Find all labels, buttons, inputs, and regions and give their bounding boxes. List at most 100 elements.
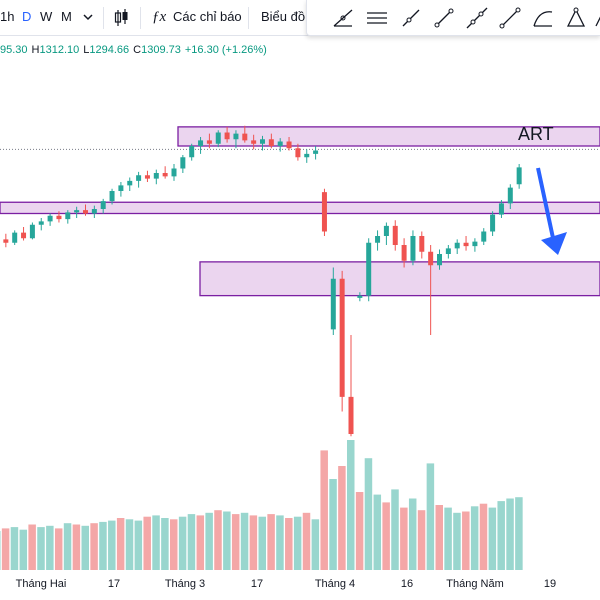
line-icon[interactable] — [432, 6, 456, 30]
volume-bar — [462, 511, 470, 570]
time-axis: Tháng Hai 17 Tháng 3 17 Tháng 4 16 Tháng… — [0, 572, 600, 600]
candle-body — [463, 242, 469, 247]
chart-type-button[interactable]: Biểu đồ — [261, 9, 306, 24]
candle-body — [366, 242, 372, 296]
volume-bar — [108, 520, 116, 570]
volume-bar — [311, 519, 320, 570]
candle-body — [339, 278, 345, 397]
volume-bar — [276, 515, 284, 570]
volume-bar — [143, 516, 151, 570]
candle-body — [38, 221, 44, 225]
indicators-button[interactable]: Các chỉ báo — [173, 9, 242, 24]
volume-bar — [435, 505, 443, 570]
info-line-icon[interactable] — [498, 6, 522, 30]
volume-bar — [355, 492, 364, 570]
volume-bar — [37, 527, 45, 570]
support-resistance-zone — [0, 201, 600, 215]
ray-icon[interactable] — [399, 6, 423, 30]
divider — [140, 7, 141, 29]
candle-body — [224, 132, 230, 140]
candle-body — [286, 141, 292, 149]
candle-body — [3, 239, 9, 243]
volume-bar — [515, 497, 523, 570]
candle-body — [516, 167, 522, 185]
chevron-down-icon[interactable] — [82, 11, 94, 23]
candles-icon[interactable] — [113, 8, 129, 28]
trend-angle-icon[interactable] — [331, 6, 355, 30]
candle-body — [242, 133, 248, 141]
candle-body — [428, 251, 434, 266]
volume-bar — [470, 506, 479, 570]
time-axis-label: 19 — [543, 578, 557, 590]
volume-bar — [125, 519, 134, 570]
candle-body — [268, 139, 274, 146]
candle-body — [162, 173, 168, 177]
candle-body — [251, 140, 257, 144]
interval-d[interactable]: D — [22, 9, 32, 24]
horizontal-lines-icon[interactable] — [365, 6, 389, 30]
volume-bar — [426, 463, 435, 570]
volume-bar — [187, 514, 196, 570]
volume-bar — [444, 507, 452, 570]
candle-body — [383, 225, 389, 236]
volume-bar — [196, 515, 205, 570]
candle-body — [437, 254, 442, 266]
candle-body — [507, 187, 513, 204]
fx-icon[interactable]: ƒx — [152, 9, 167, 25]
candle-body — [454, 242, 460, 249]
candle-body — [47, 215, 53, 222]
candle-body — [171, 168, 177, 177]
volume-bar — [408, 498, 417, 570]
high-value: 1312.10 — [39, 44, 80, 56]
close-label: C — [133, 44, 142, 56]
time-axis-label: Tháng Năm — [446, 578, 504, 590]
candle-body — [348, 396, 354, 434]
volume-bar — [479, 503, 488, 570]
candle-body — [490, 214, 496, 232]
volume-bar — [373, 494, 382, 570]
interval-w[interactable]: W — [40, 9, 53, 24]
volume-bar — [178, 516, 187, 570]
volume-bar — [28, 524, 36, 570]
volume-bar — [293, 516, 302, 570]
time-axis-label: 17 — [107, 578, 121, 590]
divider — [103, 7, 104, 29]
divider — [248, 7, 249, 29]
volume-bar — [302, 512, 311, 570]
interval-1h[interactable]: 1h — [0, 9, 15, 24]
high-label: H — [31, 44, 40, 56]
extended-line-icon[interactable] — [465, 6, 489, 30]
volume-bar — [488, 507, 497, 570]
support-resistance-zone — [199, 261, 600, 297]
time-axis-label: Tháng Hai — [15, 578, 67, 590]
annotation-label[interactable]: ART — [518, 124, 554, 144]
candle-body — [401, 245, 407, 261]
curve-icon[interactable] — [531, 6, 555, 30]
candle-body — [392, 225, 398, 245]
polygon-icon[interactable] — [592, 6, 600, 30]
low-label: L — [83, 44, 90, 56]
volume-bar — [453, 512, 461, 570]
time-axis-label: 16 — [400, 578, 414, 590]
volume-bar — [0, 531, 1, 570]
candle-body — [295, 148, 301, 158]
close-value: 1309.73 — [141, 44, 181, 56]
price-chart[interactable] — [0, 0, 600, 572]
candle-body — [304, 153, 310, 158]
candle-body — [498, 203, 504, 215]
triangle-icon[interactable] — [564, 6, 588, 30]
candle-body — [144, 175, 150, 179]
candle-body — [100, 201, 106, 209]
change-value: +16.30 (+1.26%) — [184, 44, 267, 56]
volume-bar — [19, 529, 28, 570]
volume-bar — [347, 440, 355, 570]
candle-body — [29, 224, 35, 239]
time-axis-label: 17 — [250, 578, 264, 590]
candle-body — [189, 146, 195, 158]
volume-bar — [161, 518, 169, 570]
volume-bar — [497, 501, 505, 570]
candle-body — [118, 185, 124, 191]
interval-m[interactable]: M — [61, 9, 72, 24]
volume-bar — [152, 515, 160, 570]
volume-bar — [338, 466, 346, 570]
